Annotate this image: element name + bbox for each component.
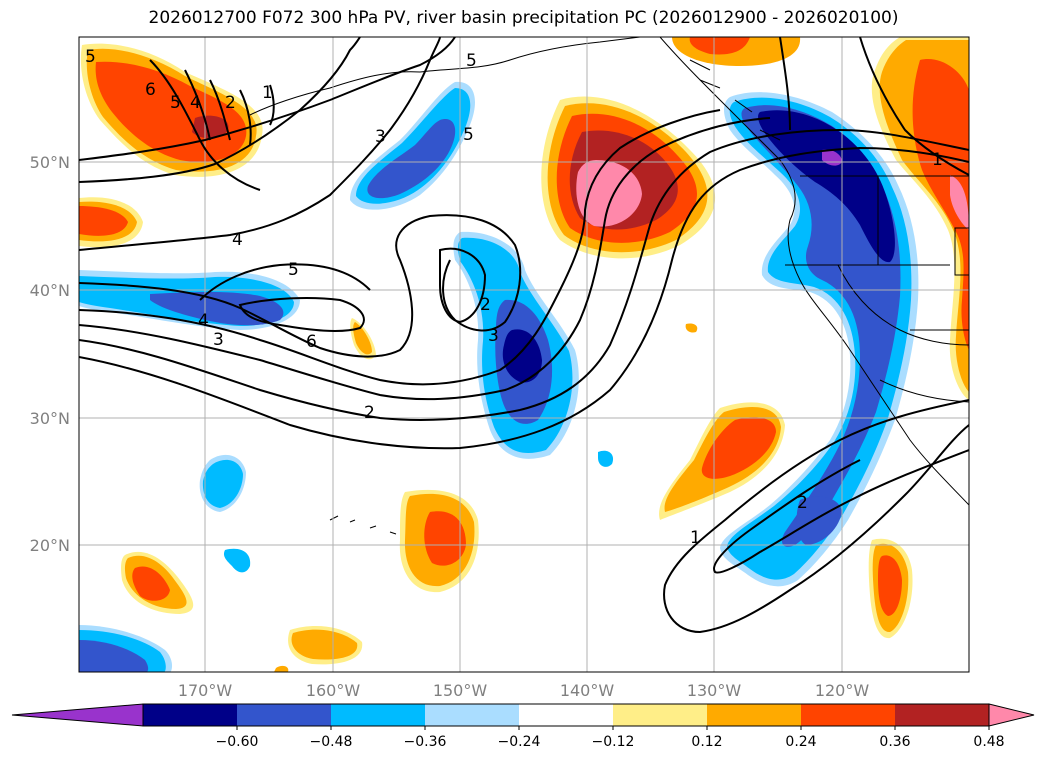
lon-label: 170°W bbox=[178, 681, 233, 700]
colorbar-segment bbox=[331, 704, 426, 726]
colorbar-border bbox=[142, 703, 990, 727]
longitude-labels: 170°W 160°W 150°W 140°W 130°W 120°W bbox=[178, 681, 870, 700]
colorbar-extend-max bbox=[988, 703, 1035, 727]
colorbar-segment bbox=[801, 704, 896, 726]
lon-label: 130°W bbox=[687, 681, 742, 700]
gridlines bbox=[79, 37, 969, 672]
colorbar-tick-label: −0.36 bbox=[404, 734, 447, 750]
contour-label: 5 bbox=[85, 47, 96, 67]
contour-label: 1 bbox=[932, 150, 943, 170]
contour-label: 3 bbox=[488, 326, 499, 346]
map-area: 5 6 5 4 2 1 5 3 5 4 5 4 3 6 2 3 2 2 1 1 bbox=[79, 37, 969, 672]
colorbar-segment bbox=[237, 704, 332, 726]
figure-title: 2026012700 F072 300 hPa PV, river basin … bbox=[148, 8, 899, 28]
contour-label: 2 bbox=[797, 493, 808, 513]
coastlines bbox=[249, 37, 969, 535]
contour-label: 1 bbox=[690, 528, 701, 548]
state-borders bbox=[785, 175, 969, 403]
lon-label: 160°W bbox=[306, 681, 361, 700]
colorbar-segment bbox=[143, 704, 238, 726]
map-frame bbox=[78, 36, 970, 673]
colorbar-tick-label: −0.48 bbox=[310, 734, 353, 750]
contour-label: 2 bbox=[225, 93, 236, 113]
colorbar: −0.60 −0.48 −0.36 −0.24 −0.12 0.12 0.24 0.36 0.4… bbox=[11, 703, 1035, 750]
contour-label: 1 bbox=[262, 83, 273, 103]
colorbar-tick-label: 0.12 bbox=[691, 734, 722, 750]
colorbar-tick-label: −0.24 bbox=[498, 734, 541, 750]
positive-anomaly-fill bbox=[79, 37, 969, 672]
contour-label: 6 bbox=[306, 332, 317, 352]
contour-labels: 5 6 5 4 2 1 5 3 5 4 5 4 3 6 2 3 2 2 1 1 bbox=[85, 47, 943, 548]
colorbar-segment bbox=[425, 704, 520, 726]
lon-label: 140°W bbox=[560, 681, 615, 700]
lat-label: 30°N bbox=[30, 409, 70, 428]
contour-label: 6 bbox=[145, 80, 156, 100]
contour-label: 3 bbox=[375, 127, 386, 147]
contour-label: 3 bbox=[213, 330, 224, 350]
colorbar-tick-label: 0.36 bbox=[879, 734, 910, 750]
colorbar-tick-label: 0.24 bbox=[785, 734, 816, 750]
lon-label: 150°W bbox=[433, 681, 488, 700]
contour-label: 4 bbox=[198, 311, 209, 331]
contour-label: 5 bbox=[463, 125, 474, 145]
contour-label: 2 bbox=[364, 403, 375, 423]
contour-label: 5 bbox=[288, 260, 299, 280]
colorbar-tick-label: −0.12 bbox=[592, 734, 635, 750]
contour-label: 2 bbox=[480, 295, 491, 315]
lat-label: 20°N bbox=[30, 536, 70, 555]
colorbar-segment bbox=[895, 704, 990, 726]
colorbar-segment bbox=[707, 704, 802, 726]
lon-label: 120°W bbox=[815, 681, 870, 700]
contour-label: 4 bbox=[190, 93, 201, 113]
contour-label: 5 bbox=[466, 51, 477, 71]
pv-contours bbox=[79, 37, 969, 634]
colorbar-tick-label: 0.48 bbox=[973, 734, 1004, 750]
colorbar-segment bbox=[613, 704, 708, 726]
contour-label: 5 bbox=[170, 93, 181, 113]
colorbar-segment bbox=[519, 704, 614, 726]
lat-label: 50°N bbox=[30, 153, 70, 172]
colorbar-tick-label: −0.60 bbox=[216, 734, 259, 750]
latitude-labels: 50°N 40°N 30°N 20°N bbox=[30, 153, 70, 555]
colorbar-extend-min bbox=[11, 703, 144, 727]
lat-label: 40°N bbox=[30, 281, 70, 300]
contour-label: 4 bbox=[232, 230, 243, 250]
